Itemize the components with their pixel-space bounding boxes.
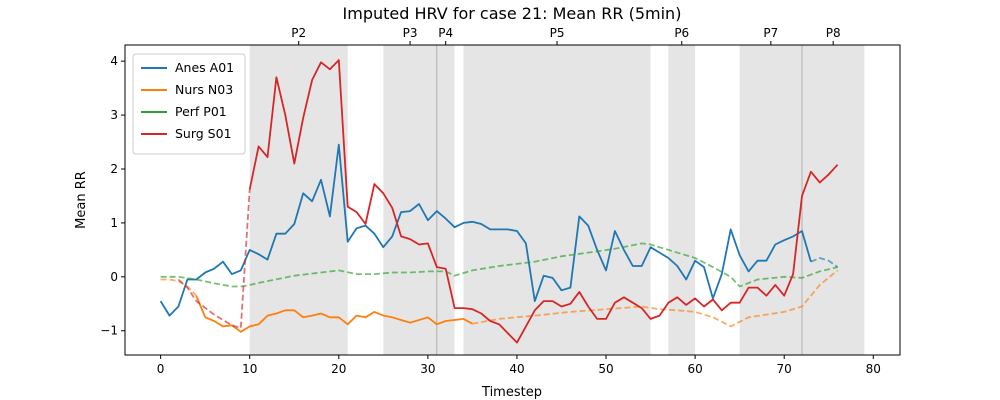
legend-label-anes-a01: Anes A01 bbox=[175, 60, 234, 75]
phase-band-p5 bbox=[463, 45, 651, 355]
phase-label-p4: P4 bbox=[438, 26, 453, 40]
x-tick-label: 70 bbox=[777, 362, 792, 376]
y-axis-label: Mean RR bbox=[74, 171, 89, 229]
x-axis-label: Timestep bbox=[481, 385, 542, 400]
phase-band-p8 bbox=[802, 45, 865, 355]
chart-title: Imputed HRV for case 21: Mean RR (5min) bbox=[343, 4, 682, 23]
phase-band-p3 bbox=[383, 45, 437, 355]
phase-label-p8: P8 bbox=[826, 26, 841, 40]
legend-box bbox=[132, 53, 246, 155]
phase-label-p3: P3 bbox=[403, 26, 418, 40]
x-axis: 0 10 20 30 40 50 60 70 80 bbox=[157, 355, 881, 376]
y-axis: −1 0 1 2 3 4 bbox=[100, 54, 125, 338]
phase-label-p2: P2 bbox=[291, 26, 306, 40]
series-nurs-n03-imputed bbox=[160, 278, 197, 297]
series-surg-s01-imputed bbox=[177, 189, 251, 330]
phase-shading bbox=[249, 45, 865, 355]
x-tick-label: 60 bbox=[687, 362, 702, 376]
x-tick-label: 40 bbox=[509, 362, 524, 376]
legend-label-nurs-n03: Nurs N03 bbox=[175, 82, 233, 97]
y-tick-label: 3 bbox=[110, 108, 118, 122]
x-tick-label: 50 bbox=[598, 362, 613, 376]
phase-band-p7 bbox=[739, 45, 803, 355]
y-tick-label: 2 bbox=[110, 162, 118, 176]
series-perf-p01-imputed bbox=[160, 242, 838, 288]
phase-band-p6 bbox=[668, 45, 696, 355]
legend-label-perf-p01: Perf P01 bbox=[175, 104, 227, 119]
series-anes-a01 bbox=[159, 143, 812, 317]
phase-label-p6: P6 bbox=[674, 26, 689, 40]
series-anes-a01-imputed bbox=[810, 257, 839, 268]
series-lines bbox=[159, 59, 839, 344]
y-tick-label: 0 bbox=[110, 270, 118, 284]
series-nurs-n03 bbox=[195, 295, 473, 333]
y-tick-label: 1 bbox=[110, 216, 118, 230]
phase-band-p4 bbox=[436, 45, 455, 355]
x-tick-label: 20 bbox=[331, 362, 346, 376]
phase-label-p7: P7 bbox=[763, 26, 778, 40]
legend: Anes A01 Nurs N03 Perf P01 Surg S01 bbox=[132, 53, 246, 155]
series-nurs-n03-imputed bbox=[472, 269, 839, 328]
x-tick-label: 30 bbox=[420, 362, 435, 376]
phase-labels: P2 P3 P4 P5 P6 P7 P8 bbox=[291, 26, 841, 45]
phase-label-p5: P5 bbox=[550, 26, 565, 40]
y-tick-label: −1 bbox=[100, 324, 118, 338]
plot-frame bbox=[124, 44, 901, 356]
x-tick-label: 0 bbox=[157, 362, 165, 376]
y-tick-label: 4 bbox=[110, 54, 118, 68]
phase-band-p2 bbox=[249, 45, 348, 355]
x-tick-label: 10 bbox=[242, 362, 257, 376]
legend-label-surg-s01: Surg S01 bbox=[175, 126, 232, 141]
series-surg-s01 bbox=[248, 59, 839, 344]
x-tick-label: 80 bbox=[866, 362, 881, 376]
